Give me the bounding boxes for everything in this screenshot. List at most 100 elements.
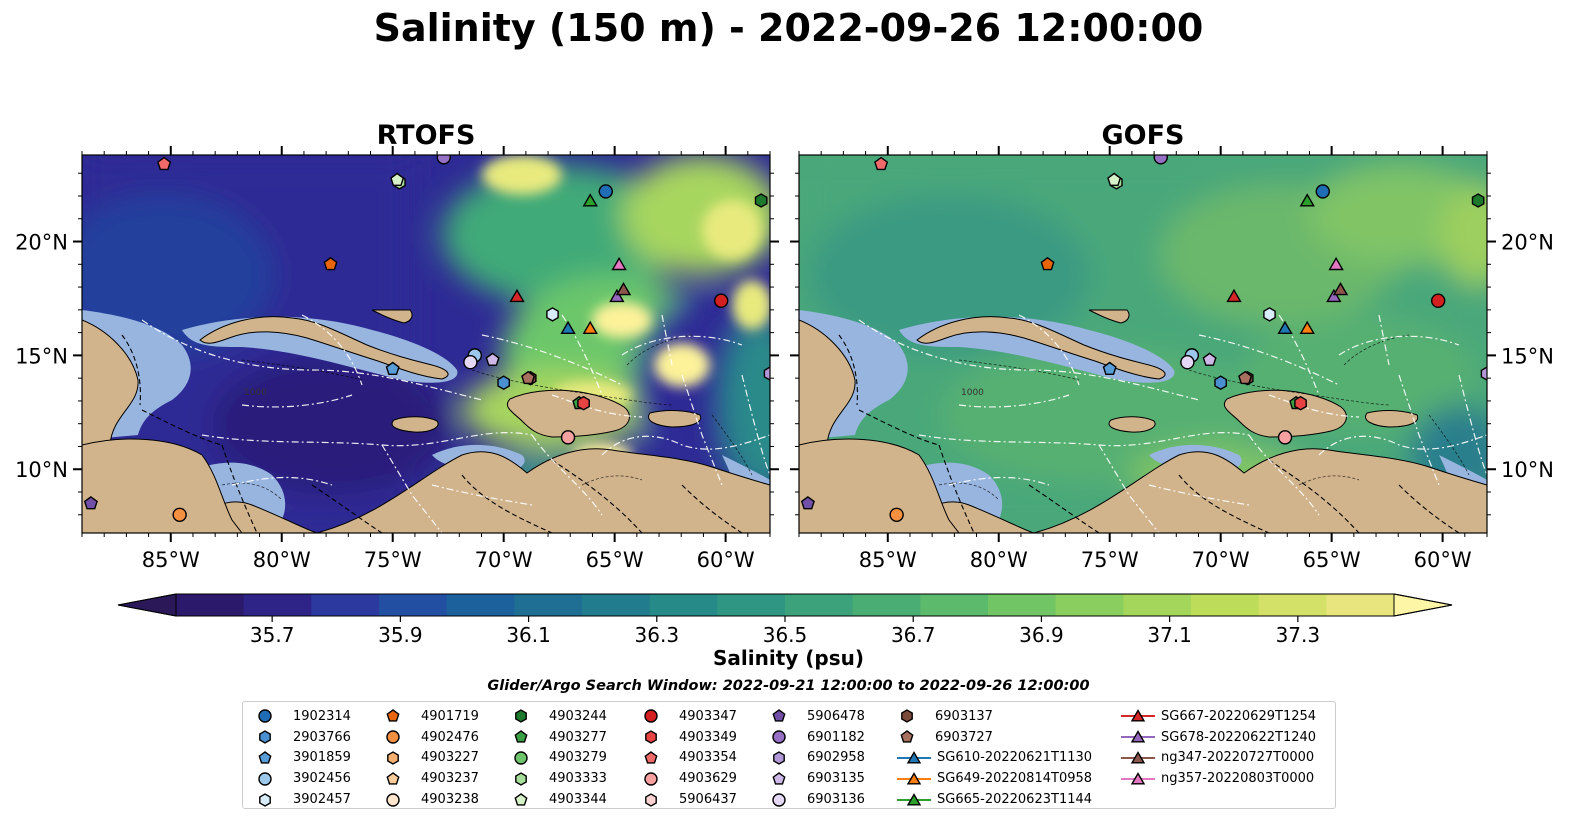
platform-marker-1902314: [598, 184, 613, 199]
legend-marker: [644, 751, 658, 764]
legend-marker: [259, 792, 271, 807]
legend-label: 2903766: [293, 729, 351, 745]
legend-marker-circle-icon: [644, 709, 658, 724]
legend-item: 6903727: [897, 727, 1092, 748]
legend-label: 4903333: [549, 771, 607, 787]
colorbar-segment: [1123, 594, 1192, 616]
colorbar-segment: [1326, 594, 1395, 616]
depth-contour: [471, 369, 673, 406]
lon-tick-label: 65°W: [586, 548, 644, 572]
legend-marker-circle-icon: [258, 709, 272, 724]
legend-marker: [645, 730, 657, 744]
country-border: [221, 444, 258, 533]
legend-marker: [900, 730, 914, 743]
legend-label: ng347-20220727T0000: [1161, 750, 1315, 766]
eez-boundary: [661, 314, 673, 366]
colorbar-segment: [852, 594, 921, 616]
platform-marker-4903347: [713, 293, 729, 308]
legend-marker-triangle-icon: [1121, 709, 1155, 722]
legend-item: 6902958: [769, 748, 865, 769]
platform-marker-6903727: [521, 370, 536, 385]
legend: 1902314 2903766 3901859 3902456 3902457 49017…: [242, 701, 1336, 809]
platform-marker-4903349: [577, 395, 590, 411]
legend-item: SG665-20220623T1144: [897, 789, 1092, 810]
colorbar-tick-label: 35.9: [378, 623, 423, 647]
legend-label: 4903279: [549, 750, 607, 766]
legend-marker: [906, 751, 922, 764]
land: [391, 416, 439, 433]
eez-boundary: [601, 434, 770, 456]
platform-marker-4903344: [1107, 172, 1122, 186]
land: [1223, 389, 1347, 438]
legend-marker-pentagon-icon: [514, 792, 528, 806]
search-window-text: Glider/Argo Search Window: 2022-09-21 12…: [487, 678, 1090, 694]
platform-marker-2903766: [497, 375, 510, 391]
legend-item: 4903629: [641, 768, 737, 789]
legend-label: 6901182: [807, 729, 865, 745]
platform-marker-sg610-20220621t1130: [1277, 320, 1293, 335]
legend-item: 3901859: [255, 748, 351, 769]
legend-label: 3901859: [293, 750, 351, 766]
legend-marker-triangle-icon: [897, 751, 931, 764]
lon-tick-label: 60°W: [697, 548, 755, 572]
legend-marker: [514, 730, 528, 743]
legend-marker-hexagon-icon: [515, 709, 527, 724]
platform-marker-6902958: [763, 366, 770, 381]
legend-marker: [515, 709, 527, 724]
legend-marker: [773, 751, 785, 765]
legend-item: 6903137: [897, 706, 1092, 727]
lon-tick-label: 80°W: [253, 548, 311, 572]
legend-label: SG665-20220623T1144: [937, 792, 1093, 808]
eez-boundary: [201, 432, 533, 447]
colorbar-segment: [514, 594, 583, 616]
eez-boundary: [431, 484, 533, 506]
colorbar-tick-label: 37.1: [1147, 623, 1192, 647]
legend-label: 6903136: [807, 792, 865, 808]
platform-marker-4903244: [1471, 193, 1485, 208]
legend-item: 5906478: [769, 706, 865, 727]
gofs-map-panel: 1000 85°W 80°W 75°W 70°W 65°W 60°W 20°N 15°N 10°N: [790, 146, 1554, 572]
platform-marker-4902476: [172, 507, 187, 522]
platform-marker-sg610-20220621t1130: [560, 320, 576, 335]
legend-label: SG610-20220621T1130: [937, 750, 1093, 766]
colorbar: 35.7 35.9 36.1 36.3 36.5 36.7 36.9 37.1 37.3: [117, 593, 1453, 647]
legend-label: SG667-20220629T1254: [1161, 708, 1317, 724]
country-border: [1028, 484, 1100, 533]
legend-marker: [906, 792, 922, 806]
legend-marker: [906, 771, 922, 785]
legend-item: 4903354: [641, 748, 737, 769]
depth-contour: [958, 359, 1080, 381]
country-border: [938, 444, 975, 533]
colorbar-over-arrow: [1393, 593, 1453, 617]
land: [371, 309, 413, 324]
legend-marker: [772, 771, 786, 785]
legend-column: 4903244 4903277 4903279 4903333 4903344: [511, 706, 607, 810]
eez-boundary: [1458, 374, 1487, 476]
eez-boundary: [1338, 335, 1460, 356]
legend-label: 6902958: [807, 750, 865, 766]
legend-marker-circle-icon: [772, 730, 786, 744]
platform-marker-4903354: [157, 156, 172, 171]
eez-boundary: [681, 374, 723, 486]
legend-marker: [386, 771, 400, 785]
country-border: [121, 334, 141, 406]
legend-label: ng357-20220803T0000: [1161, 771, 1315, 787]
legend-item: 4903349: [641, 727, 737, 748]
depth-contour: [938, 482, 1000, 501]
depth-contour: [1188, 369, 1390, 406]
platform-marker-5906478: [800, 496, 815, 510]
legend-label: SG649-20220814T0958: [937, 771, 1093, 787]
depth-contour: [221, 482, 283, 501]
eez-boundary: [531, 434, 603, 516]
legend-marker-circle-icon: [258, 772, 272, 786]
platform-marker-4903244: [754, 193, 768, 208]
lon-tick-label: 60°W: [1414, 548, 1472, 572]
platform-marker-4903344: [390, 172, 405, 186]
depth-contour: [1343, 334, 1410, 366]
legend-marker-pentagon-icon: [386, 709, 400, 722]
legend-marker-pentagon-icon: [258, 751, 272, 764]
legend-marker: [514, 792, 528, 806]
legend-marker: [1130, 751, 1146, 764]
platform-marker-sg665-20220623t1144: [1299, 193, 1315, 207]
legend-marker-pentagon-icon: [386, 771, 400, 785]
